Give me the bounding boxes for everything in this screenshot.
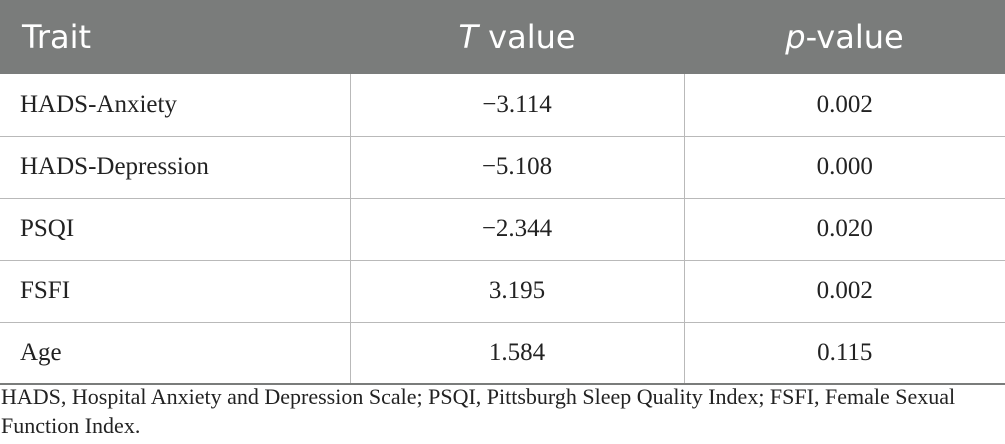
t-value-cell: 1.584	[349, 322, 684, 385]
header-p-value-symbol: p	[785, 18, 806, 56]
table-row: HADS-Anxiety −3.114 0.002	[0, 74, 1005, 137]
p-value-cell: 0.115	[683, 322, 1005, 385]
t-value-cell: −3.114	[349, 74, 684, 137]
results-table: Trait T value p-value HADS-Anxiety −3.11…	[0, 0, 1005, 385]
table-row: HADS-Depression −5.108 0.000	[0, 136, 1005, 199]
header-trait: Trait	[22, 18, 92, 56]
p-value-cell: 0.020	[683, 198, 1005, 261]
table-row: PSQI −2.344 0.020	[0, 198, 1005, 261]
header-p-value: p-value	[684, 0, 1005, 74]
table-footnote: HADS, Hospital Anxiety and Depression Sc…	[1, 384, 956, 438]
t-value-cell: 3.195	[349, 260, 684, 323]
table-body: HADS-Anxiety −3.114 0.002 HADS-Depressio…	[0, 74, 1005, 385]
p-value-cell: 0.002	[683, 260, 1005, 323]
trait-cell: Age	[0, 322, 350, 385]
table-row: FSFI 3.195 0.002	[0, 260, 1005, 323]
trait-cell: FSFI	[0, 260, 350, 323]
table-header: Trait T value p-value	[0, 0, 1005, 74]
header-t-value-symbol: T	[458, 18, 478, 56]
header-t-value-label: value	[477, 18, 576, 56]
trait-cell: PSQI	[0, 198, 350, 261]
p-value-cell: 0.000	[683, 136, 1005, 199]
p-value-cell: 0.002	[683, 74, 1005, 137]
t-value-cell: −2.344	[349, 198, 684, 261]
header-p-value-label: -value	[805, 18, 904, 56]
header-row: Trait T value p-value	[0, 0, 1005, 74]
trait-cell: HADS-Depression	[0, 136, 350, 199]
t-value-cell: −5.108	[349, 136, 684, 199]
table-row: Age 1.584 0.115	[0, 322, 1005, 385]
trait-cell: HADS-Anxiety	[0, 74, 350, 137]
header-t-value: T value	[350, 0, 684, 74]
